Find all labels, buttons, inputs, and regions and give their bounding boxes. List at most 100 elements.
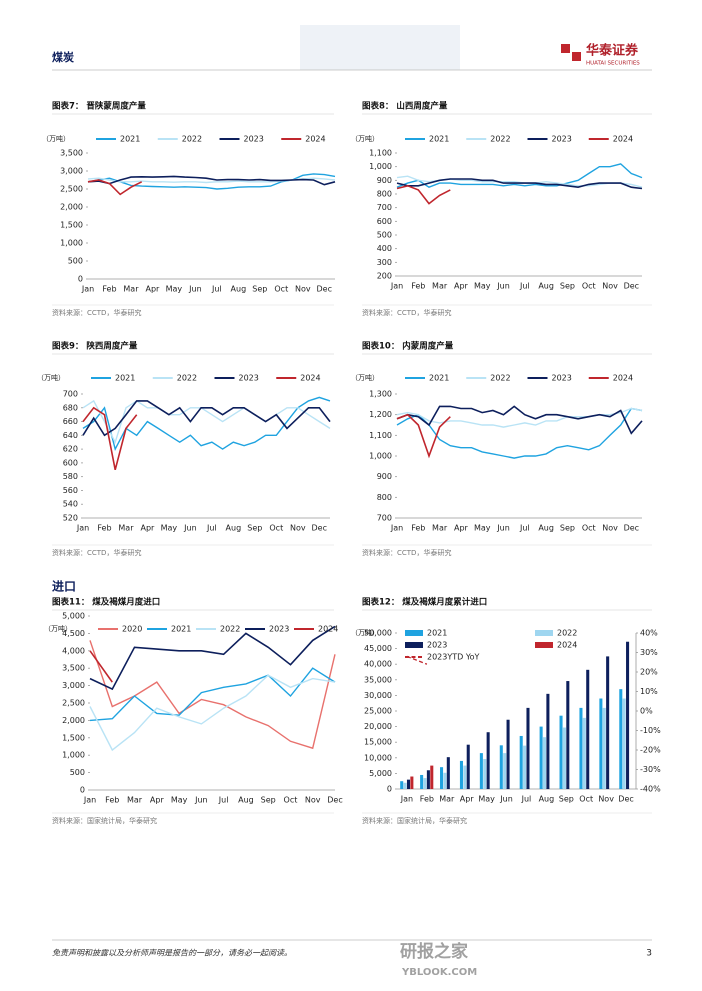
- legend-label: 2021: [120, 135, 140, 144]
- x-tick-label: Nov: [602, 282, 618, 291]
- y-tick-label: 4,500: [62, 629, 85, 638]
- x-tick-label: Jan: [400, 795, 413, 804]
- x-tick-label: Aug: [231, 285, 247, 294]
- figure-title: 图表8： 山西周度产量: [362, 101, 448, 112]
- source: 资料来源：CCTD，华泰研究: [52, 308, 141, 317]
- x-tick-label: Aug: [226, 524, 242, 533]
- bar: [406, 779, 411, 789]
- x-tick-label: Oct: [579, 795, 593, 804]
- x-tick-label: Aug: [539, 795, 555, 804]
- x-tick-label: Mar: [123, 285, 139, 294]
- legend-label: 2023: [269, 625, 289, 634]
- bar: [430, 765, 434, 789]
- x-tick-label: Feb: [102, 285, 116, 294]
- bar: [586, 669, 590, 789]
- watermark: YBLOOK.COM: [401, 967, 477, 978]
- y2-tick-label: -10%: [640, 726, 661, 735]
- x-tick-label: Sep: [560, 282, 575, 291]
- legend-label: 2024: [613, 135, 633, 144]
- x-tick-label: Oct: [269, 524, 283, 533]
- series-line: [396, 405, 643, 435]
- x-tick-label: May: [474, 524, 491, 533]
- x-tick-label: Aug: [238, 796, 254, 805]
- y2-tick-label: 10%: [640, 687, 658, 696]
- y-tick-label: 25,000: [364, 707, 392, 716]
- series-line: [82, 400, 331, 437]
- unit: （万吨）: [42, 134, 70, 143]
- x-tick-label: Aug: [538, 282, 554, 291]
- y-tick-label: 5,000: [369, 769, 392, 778]
- y2-tick-label: 20%: [640, 668, 658, 677]
- y-tick-label: 2,500: [60, 185, 83, 194]
- x-tick-label: Oct: [582, 282, 596, 291]
- series-line: [396, 413, 451, 459]
- bar: [499, 745, 503, 789]
- x-tick-label: May: [166, 285, 183, 294]
- unit: （万吨）: [37, 373, 65, 382]
- bar: [562, 727, 566, 789]
- x-tick-label: Jun: [194, 796, 208, 805]
- legend-label: 2021: [427, 629, 447, 638]
- x-tick-label: Aug: [538, 524, 554, 533]
- x-tick-label: Sep: [261, 796, 276, 805]
- x-tick-label: May: [171, 796, 188, 805]
- bar: [459, 760, 463, 789]
- legend-label: 2023YTD YoY: [427, 653, 480, 662]
- legend-label: 2023: [244, 135, 264, 144]
- y-tick-label: 1,100: [369, 149, 392, 158]
- y-tick-label: 700: [377, 203, 392, 212]
- y-tick-label: 600: [377, 217, 392, 226]
- x-tick-label: Feb: [420, 795, 434, 804]
- legend-swatch: [405, 630, 423, 636]
- x-tick-label: May: [478, 795, 495, 804]
- y2-tick-label: 30%: [640, 648, 658, 657]
- x-tick-label: May: [161, 524, 178, 533]
- y2-tick-label: 40%: [640, 629, 658, 638]
- unit: （万吨）: [351, 628, 379, 637]
- x-tick-label: Dec: [327, 796, 342, 805]
- y-tick-label: 620: [63, 445, 78, 454]
- y-tick-label: 45,000: [364, 644, 392, 653]
- y-tick-label: 600: [63, 458, 78, 467]
- series-line: [87, 179, 143, 196]
- y-tick-label: 1,000: [369, 162, 392, 171]
- bar: [546, 693, 550, 789]
- legend-label: 2021: [429, 135, 449, 144]
- y-tick-label: 2,500: [62, 699, 85, 708]
- bar: [483, 759, 487, 789]
- y-tick-label: 800: [377, 190, 392, 199]
- x-tick-label: Apr: [141, 524, 156, 533]
- section-title: 进口: [52, 579, 76, 594]
- unit: （万吨）: [44, 624, 72, 633]
- y-tick-label: 540: [63, 500, 78, 509]
- y-tick-label: 40,000: [364, 660, 392, 669]
- series-line: [89, 674, 336, 752]
- bar: [423, 778, 427, 789]
- series-line: [89, 640, 336, 750]
- source: 资料来源：国家统计局，华泰研究: [52, 816, 157, 825]
- legend-label: 2020: [122, 625, 142, 634]
- x-tick-label: Dec: [317, 285, 332, 294]
- x-tick-label: Sep: [252, 285, 267, 294]
- logo-mark: [572, 52, 581, 61]
- y-tick-label: 700: [377, 514, 392, 523]
- y-tick-label: 1,500: [60, 221, 83, 230]
- x-tick-label: Jan: [76, 524, 89, 533]
- source: 资料来源：CCTD，华泰研究: [362, 308, 451, 317]
- legend-label: 2024: [318, 625, 338, 634]
- x-tick-label: Jun: [499, 795, 513, 804]
- figure-title: 图表12： 煤及褐煤月度累计进口: [362, 597, 487, 608]
- legend-label: 2023: [427, 641, 447, 650]
- y-tick-label: 3,000: [62, 681, 85, 690]
- bar: [582, 717, 586, 789]
- company-en: HUATAI SECURITIES: [586, 61, 640, 67]
- x-tick-label: Jul: [218, 796, 229, 805]
- bar: [523, 745, 527, 789]
- y2-tick-label: -30%: [640, 765, 661, 774]
- series-line: [396, 407, 643, 459]
- x-tick-label: Oct: [284, 796, 298, 805]
- x-tick-label: Mar: [439, 795, 455, 804]
- bar: [539, 726, 543, 789]
- series-line: [89, 625, 336, 691]
- series-line: [82, 399, 331, 445]
